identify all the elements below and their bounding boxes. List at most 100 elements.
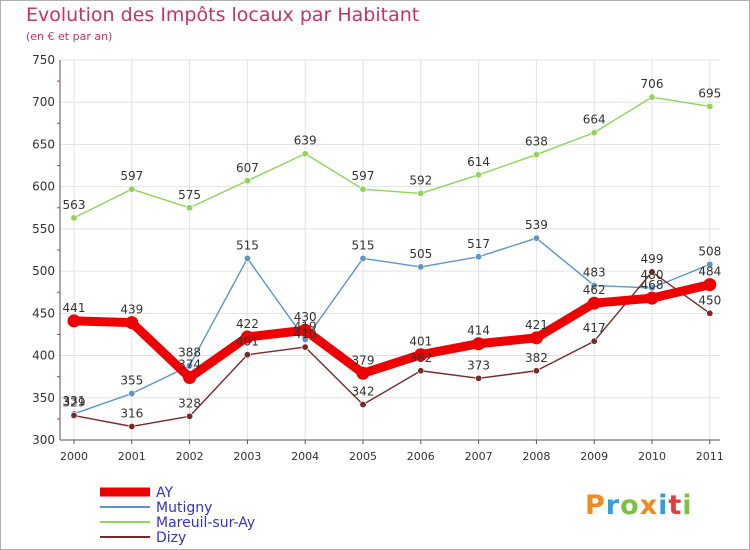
data-label-mareuil-sur-ay: 597 xyxy=(352,169,375,183)
series-line-dizy xyxy=(73,271,711,428)
data-point-dizy xyxy=(532,367,540,375)
data-point-dizy xyxy=(70,412,78,420)
chart-subtitle: (en € et par an) xyxy=(26,30,113,43)
y-tick-label: 300 xyxy=(32,433,55,447)
data-label-dizy: 410 xyxy=(294,327,317,341)
data-point-ay xyxy=(587,296,601,310)
data-label-dizy: 373 xyxy=(467,358,490,372)
logo-letter: o xyxy=(620,490,640,521)
x-tick-label: 2001 xyxy=(118,450,146,463)
x-tick-label: 2011 xyxy=(696,450,724,463)
data-label-ay: 462 xyxy=(583,283,606,297)
y-tick-label: 650 xyxy=(32,137,55,151)
data-label-dizy: 450 xyxy=(698,293,721,307)
data-label-mareuil-sur-ay: 664 xyxy=(583,113,606,127)
series-lines xyxy=(67,93,717,430)
data-label-mareuil-sur-ay: 614 xyxy=(467,155,490,169)
x-tick-label: 2006 xyxy=(407,450,435,463)
data-label-mutigny: 515 xyxy=(236,238,259,252)
data-point-ay xyxy=(645,291,659,305)
data-label-mutigny: 515 xyxy=(352,238,375,252)
x-tick-label: 2010 xyxy=(638,450,666,463)
data-label-mutigny: 508 xyxy=(698,244,721,258)
x-tick-label: 2002 xyxy=(176,450,204,463)
data-point-ay xyxy=(414,348,428,362)
data-point-dizy xyxy=(475,374,483,382)
data-label-mutigny: 480 xyxy=(641,268,664,282)
legend-label: AY xyxy=(156,485,173,501)
y-tick-label: 600 xyxy=(32,180,55,194)
data-point-dizy xyxy=(243,351,251,359)
logo-letter: r xyxy=(605,490,621,521)
data-label-dizy: 316 xyxy=(120,406,143,420)
data-label-mareuil-sur-ay: 639 xyxy=(294,134,317,148)
data-label-mutigny: 505 xyxy=(409,247,432,261)
logo-letter: P xyxy=(585,490,606,521)
data-point-mareuil-sur-ay xyxy=(706,102,714,110)
data-point-mutigny xyxy=(417,263,425,271)
data-label-ay: 379 xyxy=(352,353,375,367)
data-point-dizy xyxy=(301,343,309,351)
data-point-dizy xyxy=(706,309,714,317)
data-point-mareuil-sur-ay xyxy=(128,185,136,193)
data-point-ay xyxy=(240,330,254,344)
logo-letter: i xyxy=(682,490,693,521)
data-point-mutigny xyxy=(475,253,483,261)
axes: 300 350 400 450 500 550 600 650 700 750 2000 2001 20… xyxy=(32,53,724,463)
data-label-dizy: 382 xyxy=(525,351,548,365)
x-tick-label: 2000 xyxy=(60,450,88,463)
y-tick-label: 400 xyxy=(32,349,55,363)
data-point-mareuil-sur-ay xyxy=(648,93,656,101)
legend-label: Mareuil-sur-Ay xyxy=(156,515,255,531)
data-point-mareuil-sur-ay xyxy=(70,214,78,222)
y-tick-label: 550 xyxy=(32,222,55,236)
y-tick-label: 500 xyxy=(32,264,55,278)
data-label-ay: 430 xyxy=(294,310,317,324)
x-tick-label: 2008 xyxy=(522,450,550,463)
data-point-mareuil-sur-ay xyxy=(186,204,194,212)
data-label-mutigny: 331 xyxy=(63,394,86,408)
data-point-dizy xyxy=(359,401,367,409)
data-point-mutigny xyxy=(186,362,194,370)
data-point-mareuil-sur-ay xyxy=(475,171,483,179)
data-label-mareuil-sur-ay: 706 xyxy=(641,77,664,91)
series-line-mareuil-sur-ay xyxy=(73,96,711,219)
data-point-mutigny xyxy=(532,234,540,242)
data-point-ay xyxy=(703,278,717,292)
data-point-ay xyxy=(356,366,370,380)
data-label-ay: 439 xyxy=(120,303,143,317)
data-label-ay: 421 xyxy=(525,318,548,332)
x-tick-label: 2004 xyxy=(291,450,319,463)
data-point-mareuil-sur-ay xyxy=(243,177,251,185)
data-point-mutigny xyxy=(243,254,251,262)
data-label-dizy: 382 xyxy=(409,351,432,365)
data-point-mutigny xyxy=(359,254,367,262)
data-label-mutigny: 539 xyxy=(525,218,548,232)
y-tick-label: 450 xyxy=(32,306,55,320)
data-label-mareuil-sur-ay: 592 xyxy=(409,173,432,187)
data-label-mareuil-sur-ay: 575 xyxy=(178,188,201,202)
y-tick-label: 700 xyxy=(32,95,55,109)
data-point-ay xyxy=(67,314,81,328)
y-tick-label: 750 xyxy=(32,53,55,67)
data-label-mutigny: 388 xyxy=(178,346,201,360)
legend-label: Mutigny xyxy=(156,500,212,516)
series-line-ay xyxy=(69,280,715,383)
data-label-ay: 422 xyxy=(236,317,259,331)
data-point-mutigny xyxy=(590,281,598,289)
grid xyxy=(60,59,720,441)
logo-letter: x xyxy=(639,490,659,521)
data-label-mutigny: 517 xyxy=(467,237,490,251)
data-point-mutigny xyxy=(128,390,136,398)
chart-title: Evolution des Impôts locaux par Habitant xyxy=(26,4,420,26)
data-label-ay: 374 xyxy=(178,358,201,372)
logo-letter: t xyxy=(668,490,683,521)
data-label-mareuil-sur-ay: 597 xyxy=(120,169,143,183)
x-tick-label: 2005 xyxy=(349,450,377,463)
logo-letter: i xyxy=(658,490,669,521)
data-label-mareuil-sur-ay: 695 xyxy=(698,86,721,100)
